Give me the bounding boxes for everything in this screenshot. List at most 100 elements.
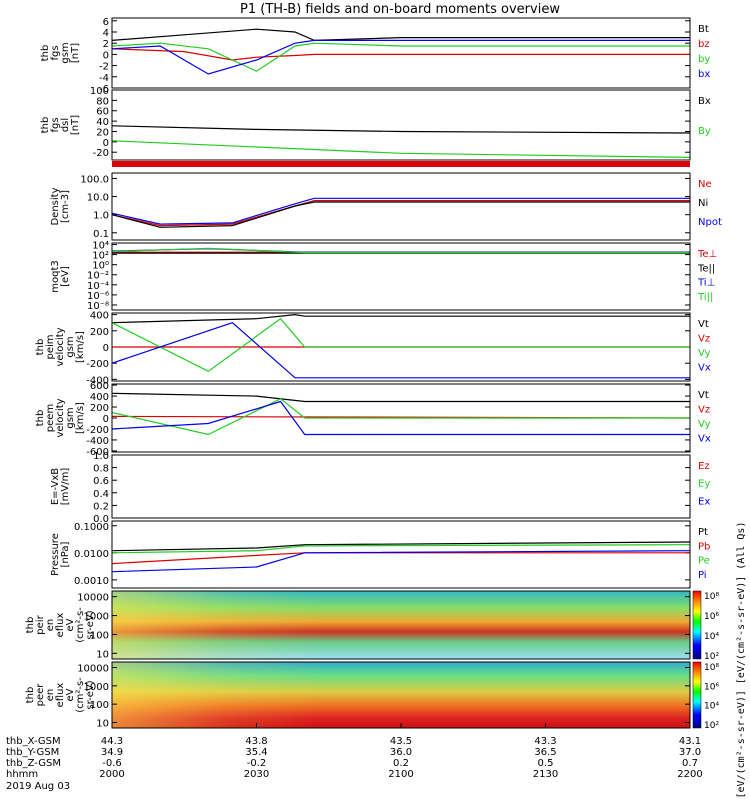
series-line-Npot — [111, 197, 690, 225]
legend-Ex: Ex — [698, 496, 710, 507]
series-line-Bt — [111, 28, 690, 42]
legend-Ey: Ey — [698, 479, 710, 490]
x-row-value: 0.7 — [682, 758, 698, 769]
panel-7: 1.0 0.80.6 0.40.2 0.0 Ez Ey Ex E=-VxB[mV/m] — [50, 451, 710, 525]
x-row-value: 0.5 — [538, 758, 554, 769]
y-tick-label: 0 — [103, 343, 109, 354]
colorbar-1: 10⁸ 10⁶ 10⁴ 10² — [692, 590, 719, 662]
panel-9: 10000 1000 100 10thbpeirenefluxeV(cm²-s-sr-… — [25, 590, 691, 660]
series-line-by — [111, 42, 690, 72]
x-row-value: -0.2 — [247, 758, 267, 769]
status-bar — [112, 161, 690, 167]
y-tick-label: -20 — [93, 148, 109, 159]
series-line-Vx — [111, 322, 690, 379]
x-row-value: 37.0 — [679, 747, 701, 758]
panel-frame — [111, 242, 691, 311]
y-tick-label: 0 — [103, 138, 109, 149]
colorbar-tick: 10² — [704, 721, 719, 731]
series-line-Ti|| — [111, 247, 690, 254]
x-row-value: -0.6 — [102, 758, 122, 769]
colorbar-tick: 10² — [704, 652, 719, 662]
y-tick-label: 10000 — [77, 664, 109, 675]
legend-Pt: Pt — [698, 527, 708, 538]
colorbar-tick: 10⁸ — [704, 592, 719, 602]
y-tick-label: -200 — [86, 425, 109, 436]
y-axis-label: moqt3[eV] — [50, 260, 71, 293]
x-row-value: 43.5 — [390, 736, 412, 747]
y-tick-label: 10⁻² — [87, 271, 109, 282]
series-line-bz — [111, 48, 690, 61]
y-tick-label: 6 — [103, 17, 109, 28]
y-tick-label: 0.1000 — [74, 522, 109, 533]
y-axis-label: thbpeemvelocitygsm[km/s] — [35, 398, 86, 437]
legend-bx: bx — [698, 69, 710, 80]
panel-8: 0.1000 0.0100 0.0010 Pt Pb Pe Pi Pressure[nPa] — [50, 520, 710, 589]
x-row-value: 43.8 — [245, 736, 267, 747]
panel-frame — [111, 520, 691, 589]
panel-frame — [111, 454, 691, 519]
y-tick-label: 1000 — [84, 682, 109, 693]
y-axis-label: thbpeimvelocitygsm[km/s] — [35, 327, 86, 366]
x-row-value: 34.9 — [101, 747, 123, 758]
y-tick-label: -2 — [99, 62, 109, 73]
x-row-value: 36.0 — [390, 747, 412, 758]
x-row-value: 43.3 — [534, 736, 556, 747]
y-tick-label: 10⁴ — [92, 241, 109, 252]
y-tick-label: 100 — [90, 700, 109, 711]
series-line-Pb — [111, 552, 690, 565]
y-tick-label: 0.1 — [93, 229, 109, 240]
y-tick-label: -600 — [86, 447, 109, 458]
y-tick-label: 10000 — [77, 593, 109, 604]
x-row-value: 2000 — [99, 769, 124, 780]
y-tick-label: 600 — [90, 381, 109, 392]
x-row-value: 2100 — [388, 769, 413, 780]
y-tick-label: 10⁻⁸ — [87, 301, 109, 312]
date-label: 2019 Aug 03 — [6, 781, 70, 792]
series-line-Vy — [111, 398, 690, 436]
x-row-label: thb_Y-GSM — [6, 747, 59, 758]
series-line-Vy — [111, 317, 690, 373]
series-line-Vt — [111, 313, 690, 324]
y-axis-label: thbpeirenefluxeV(cm²-s-sr-eV) — [25, 607, 96, 643]
legend-Te||: Te|| — [697, 263, 715, 274]
series-line-Pt — [111, 541, 691, 552]
series-line-Ni — [111, 201, 690, 228]
legend-Pi: Pi — [698, 570, 707, 581]
y-tick-label: -400 — [86, 375, 109, 386]
y-tick-label: 2 — [103, 39, 109, 50]
panel-frame — [111, 383, 691, 453]
legend-Vt: Vt — [698, 390, 709, 401]
colorbar-tick: 10⁸ — [704, 663, 719, 673]
legend-Vz: Vz — [698, 405, 710, 416]
y-tick-label: 1.0 — [93, 451, 109, 462]
y-tick-label: 40 — [96, 117, 109, 128]
legend-Ne: Ne — [698, 179, 712, 190]
legend-Ti⊥: Ti⊥ — [697, 278, 715, 289]
y-tick-label: 10.0 — [87, 193, 109, 204]
y-axis-label: thbpeerenefluxeV(cm²-s-sr-eV) — [25, 677, 96, 713]
x-row-label: thb_Z-GSM — [6, 758, 61, 769]
y-tick-label: 60 — [96, 107, 109, 118]
y-tick-label: 200 — [90, 403, 109, 414]
y-axis-label: thbfgsgsm[nT] — [40, 42, 81, 63]
y-tick-label: 0 — [103, 414, 109, 425]
y-tick-label: 100.0 — [80, 174, 109, 185]
y-tick-label: 0.2 — [93, 501, 109, 512]
series-line-Vx — [111, 400, 690, 436]
legend-Vx: Vx — [698, 434, 711, 445]
panel-frame — [111, 312, 691, 382]
colorbar-scale — [692, 590, 702, 660]
y-tick-label: 1.0 — [93, 211, 109, 222]
y-axis-label: E=-VxB[mV/m] — [50, 468, 71, 506]
legend-Pb: Pb — [698, 541, 710, 552]
legend-Ez: Ez — [698, 461, 710, 472]
legend-Bx: Bx — [698, 96, 711, 107]
legend-Vz: Vz — [698, 334, 710, 345]
x-row-value: 36.5 — [534, 747, 556, 758]
y-tick-label: 0.4 — [93, 489, 109, 500]
y-tick-label: 10⁻⁶ — [87, 291, 109, 302]
legend-Vy: Vy — [698, 348, 711, 359]
